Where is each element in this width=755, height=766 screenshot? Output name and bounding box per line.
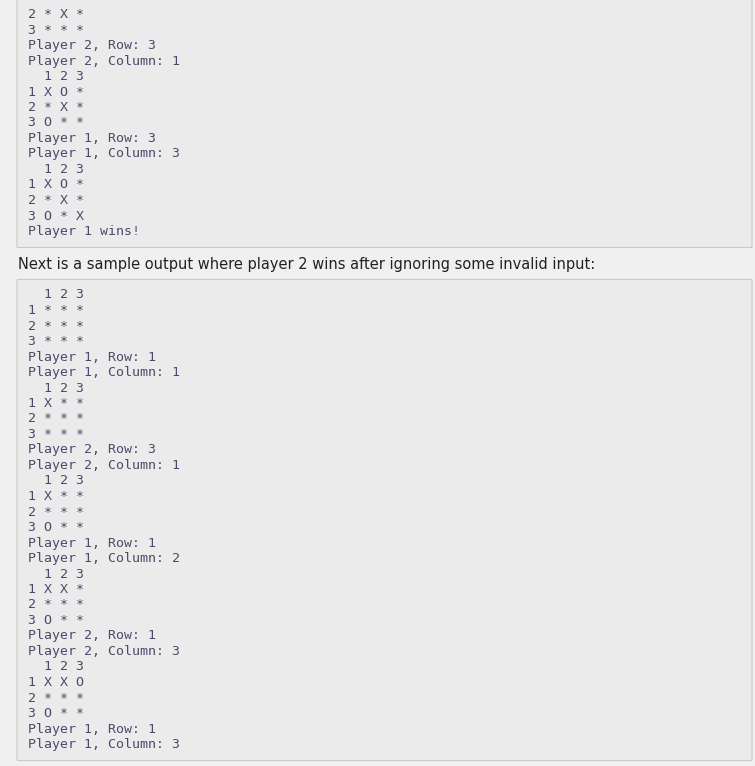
Text: 2 * X *: 2 * X *	[28, 8, 84, 21]
Text: 3 * * *: 3 * * *	[28, 428, 84, 441]
Text: Player 2, Column: 1: Player 2, Column: 1	[28, 54, 180, 67]
Text: 1 2 3: 1 2 3	[28, 163, 84, 176]
Text: 1 2 3: 1 2 3	[28, 474, 84, 487]
Text: 1 X X *: 1 X X *	[28, 583, 84, 596]
Text: 1 2 3: 1 2 3	[28, 660, 84, 673]
Text: 2 * * *: 2 * * *	[28, 413, 84, 425]
Text: 2 * * *: 2 * * *	[28, 506, 84, 519]
Text: 3 * * *: 3 * * *	[28, 24, 84, 37]
Text: Player 1, Column: 2: Player 1, Column: 2	[28, 552, 180, 565]
Text: 1 X * *: 1 X * *	[28, 490, 84, 503]
Text: Player 2, Column: 3: Player 2, Column: 3	[28, 645, 180, 658]
Text: Player 1, Column: 3: Player 1, Column: 3	[28, 148, 180, 161]
Text: 1 X X O: 1 X X O	[28, 676, 84, 689]
Text: 2 * * *: 2 * * *	[28, 319, 84, 332]
Text: 1 X O *: 1 X O *	[28, 86, 84, 99]
Text: Player 1, Row: 3: Player 1, Row: 3	[28, 132, 156, 145]
Text: Player 2, Row: 1: Player 2, Row: 1	[28, 630, 156, 643]
Text: 1 2 3: 1 2 3	[28, 381, 84, 394]
Text: 3 O * *: 3 O * *	[28, 707, 84, 720]
Text: Player 1 wins!: Player 1 wins!	[28, 225, 140, 238]
Text: Player 1, Row: 1: Player 1, Row: 1	[28, 536, 156, 549]
Text: Player 2, Row: 3: Player 2, Row: 3	[28, 444, 156, 457]
FancyBboxPatch shape	[17, 0, 752, 247]
Text: 2 * X *: 2 * X *	[28, 194, 84, 207]
Text: 2 * X *: 2 * X *	[28, 101, 84, 114]
Text: Player 1, Column: 1: Player 1, Column: 1	[28, 366, 180, 379]
Text: 1 2 3: 1 2 3	[28, 289, 84, 302]
Text: Player 2, Column: 1: Player 2, Column: 1	[28, 459, 180, 472]
Text: 1 X O *: 1 X O *	[28, 178, 84, 192]
Text: 2 * * *: 2 * * *	[28, 692, 84, 705]
Text: 3 * * *: 3 * * *	[28, 335, 84, 348]
Text: 2 * * *: 2 * * *	[28, 598, 84, 611]
Text: 3 O * *: 3 O * *	[28, 614, 84, 627]
Text: Player 1, Row: 1: Player 1, Row: 1	[28, 722, 156, 735]
Text: 1 X * *: 1 X * *	[28, 397, 84, 410]
Text: Next is a sample output where player 2 wins after ignoring some invalid input:: Next is a sample output where player 2 w…	[18, 257, 595, 271]
Text: 1 * * *: 1 * * *	[28, 304, 84, 317]
Text: 3 O * X: 3 O * X	[28, 209, 84, 222]
Text: Player 1, Row: 1: Player 1, Row: 1	[28, 351, 156, 364]
Text: 1 2 3: 1 2 3	[28, 568, 84, 581]
Text: 1 2 3: 1 2 3	[28, 70, 84, 83]
Text: 3 O * *: 3 O * *	[28, 521, 84, 534]
Text: 3 O * *: 3 O * *	[28, 116, 84, 129]
Text: Player 1, Column: 3: Player 1, Column: 3	[28, 738, 180, 751]
FancyBboxPatch shape	[17, 280, 752, 761]
Text: Player 2, Row: 3: Player 2, Row: 3	[28, 39, 156, 52]
